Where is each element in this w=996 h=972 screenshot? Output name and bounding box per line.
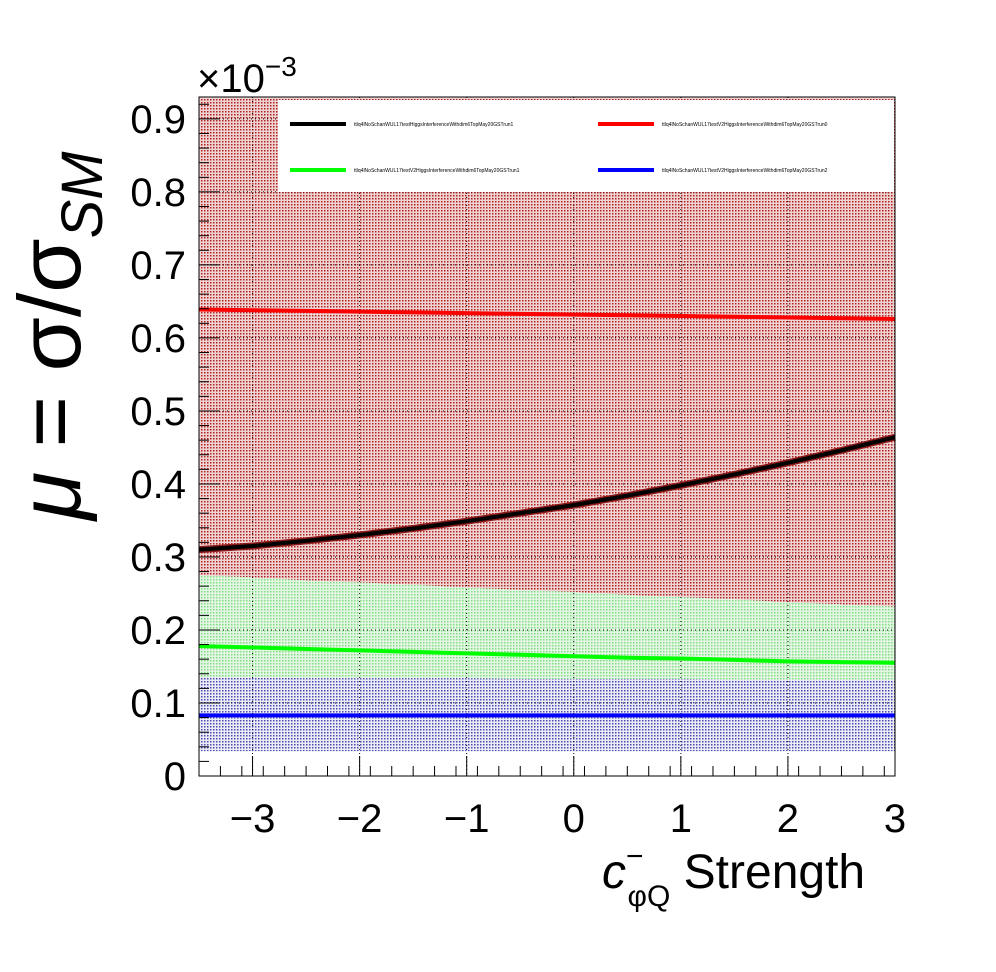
series-lines	[198, 307, 896, 718]
legend: ttlq4lNoSchanWUL17testHiggsInterferenceW…	[290, 122, 828, 174]
x-tick-label-0: −3	[230, 797, 276, 841]
x-tick-label-2: −1	[444, 797, 490, 841]
x-tick-label-3: 0	[563, 797, 585, 841]
legend-box	[278, 100, 894, 192]
y-tick-label-1: 0.1	[130, 682, 186, 726]
legend-label-3: ttlq4lNoSchanWUL17testV2HiggsInterferenc…	[662, 168, 828, 174]
plot-frame	[198, 96, 896, 777]
y-axis-title: μ = σ/σSM	[0, 151, 115, 522]
x-tick-label-5: 2	[777, 797, 799, 841]
y-tick-label-6: 0.6	[130, 317, 186, 361]
series-line-1	[198, 307, 896, 321]
y-tick-label-5: 0.5	[130, 390, 186, 434]
x-tick-label-6: 3	[884, 797, 906, 841]
uncertainty-bands	[199, 97, 895, 752]
x-tick-label-1: −2	[337, 797, 383, 841]
y-tick-label-8: 0.8	[130, 171, 186, 215]
x-tick-labels: −3 −2 −1 0 1 2 3	[230, 797, 906, 841]
y-tick-label-9: 0.9	[130, 98, 186, 142]
series-line-2	[198, 644, 896, 665]
legend-label-1: ttlq4lNoSchanWUL17testV2HiggsInterferenc…	[662, 122, 828, 128]
y-tick-label-3: 0.3	[130, 536, 186, 580]
y-exponent-label: ×10−3	[197, 51, 297, 101]
x-axis-title: c− φQ Strength	[602, 840, 865, 913]
y-tick-label-4: 0.4	[130, 463, 186, 507]
axis-ticks	[198, 103, 896, 777]
legend-label-0: ttlq4lNoSchanWUL17testHiggsInterferenceW…	[354, 122, 514, 128]
series-line-0	[198, 435, 896, 552]
y-tick-label-7: 0.7	[130, 244, 186, 288]
y-tick-labels: 0 0.1 0.2 0.3 0.4 0.5 0.6 0.7 0.8 0.9	[130, 98, 186, 799]
uncertainty-band-2	[199, 575, 895, 680]
y-tick-label-0: 0	[164, 755, 186, 799]
x-tick-label-4: 1	[670, 797, 692, 841]
y-tick-label-2: 0.2	[130, 609, 186, 653]
legend-label-2: ttlq4lNoSchanWUL17testV2HiggsInterferenc…	[354, 168, 520, 174]
